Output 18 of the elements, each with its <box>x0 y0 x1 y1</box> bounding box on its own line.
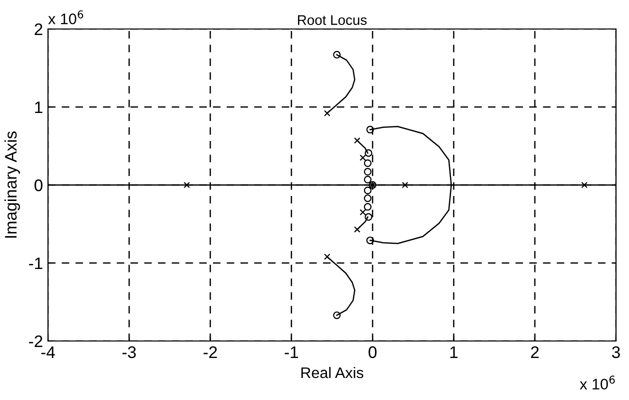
y-tick-label: 1 <box>35 102 42 114</box>
x-tick-label: 1 <box>450 346 458 358</box>
x-tick-label: -2 <box>204 346 217 358</box>
y-tick-label: 0 <box>34 179 42 192</box>
text: x 10$^{6}$ <box>580 376 615 390</box>
chart-title: Root Locus <box>298 15 367 25</box>
x-tick-label: -4 <box>41 346 55 358</box>
y-tick-label: 2 <box>34 23 42 36</box>
x-axis-title: Real Axis <box>301 366 364 378</box>
text: x 10$^{6}$ <box>48 10 84 24</box>
x-tick-label: 3 <box>612 346 620 358</box>
x-tick-label: 0 <box>368 346 377 358</box>
y-axis-title: Imaginary Axis <box>4 131 20 238</box>
x-tick-label: -3 <box>122 346 136 358</box>
x-tick-label: -1 <box>284 346 298 358</box>
y-tick-label: -1 <box>29 258 42 270</box>
x-tick-label: 2 <box>531 346 539 358</box>
y-tick-label: -2 <box>29 335 42 348</box>
